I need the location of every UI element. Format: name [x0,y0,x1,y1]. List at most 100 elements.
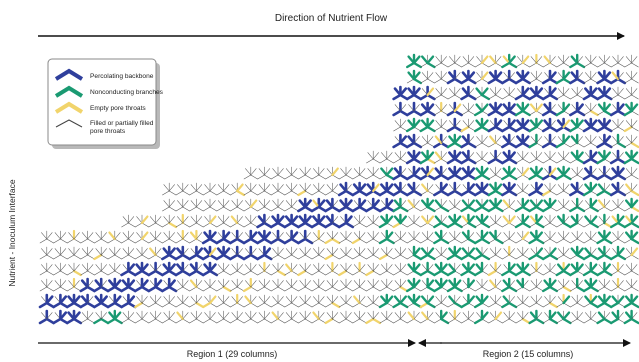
filled-pore-throat [598,216,605,224]
filled-pore-throat [217,200,224,208]
filled-pore-throat [563,56,570,64]
branch-segment [603,301,613,309]
backbone-segment [514,93,525,101]
branch-segment [448,279,456,289]
filled-pore-throat [277,312,284,320]
branch-segment [589,253,599,261]
branch-segment [543,199,552,209]
empty-pore-throat [208,247,217,257]
filled-pore-throat [413,216,420,224]
backbone-segment [507,103,516,113]
branch-segment [399,215,407,225]
branch-segment [434,215,443,225]
filled-pore-throat [366,254,374,260]
filled-pore-throat [617,56,624,64]
backbone-segment [426,103,435,113]
filled-pore-throat [291,174,299,180]
empty-pore-throat [542,189,552,197]
filled-pore-throat [570,142,578,148]
filled-pore-throat [250,280,257,288]
filled-pore-throat [202,190,211,196]
filled-pore-throat [440,126,449,132]
branch-segment [576,61,586,69]
branch-segment [562,269,572,277]
filled-pore-throat [250,312,257,320]
branch-segment [480,119,489,129]
filled-pore-throat [87,318,95,324]
filled-pore-throat [66,238,75,244]
branch-segment [474,301,484,309]
branch-segment [426,247,435,257]
filled-pore-throat [80,318,88,324]
filled-pore-throat [264,318,272,324]
filled-pore-throat [311,318,320,324]
filled-pore-throat [352,222,360,228]
branch-segment [535,167,543,177]
filled-pore-throat [576,222,585,228]
backbone-segment [616,189,627,197]
filled-pore-throat [155,238,163,244]
filled-pore-throat [400,184,407,192]
filled-pore-throat [544,168,551,176]
filled-pore-throat [182,238,190,244]
filled-pore-throat [454,56,461,64]
filled-pore-throat [100,238,109,244]
filled-pore-throat [264,280,271,288]
branch-segment [597,295,606,305]
branch-segment [446,141,456,149]
backbone-segment [86,301,96,309]
backbone-segment [434,167,443,177]
filled-pore-throat [381,232,388,240]
filled-pore-throat [454,270,462,276]
filled-pore-throat [488,222,496,228]
filled-pore-throat [190,248,197,256]
filled-pore-throat [583,238,592,244]
filled-pore-throat [100,248,107,256]
filled-pore-throat [563,158,571,164]
filled-pore-throat [549,62,558,68]
filled-pore-throat [189,222,197,228]
flow-direction: Direction of Nutrient Flow [38,13,625,40]
branch-segment [501,285,511,293]
filled-pore-throat [631,126,639,132]
filled-pore-throat [495,280,502,288]
backbone-segment [461,71,470,81]
branch-segment [625,199,633,209]
filled-pore-throat [264,174,272,180]
filled-pore-throat [530,184,537,192]
filled-pore-throat [366,302,374,308]
branch-segment [460,301,470,309]
filled-pore-throat [617,200,624,208]
filled-pore-throat [298,174,306,180]
filled-pore-throat [386,286,394,292]
filled-pore-throat [304,270,313,276]
filled-pore-throat [270,254,279,260]
branch-segment [419,125,429,133]
filled-pore-throat [434,318,442,324]
filled-pore-throat [155,248,162,256]
branch-segment [529,119,538,129]
branch-segment [516,103,524,113]
filled-pore-throat [155,254,163,260]
filled-pore-throat [536,302,544,308]
filled-pore-throat [100,280,107,288]
filled-pore-throat [291,296,298,304]
branch-segment [385,231,394,241]
filled-pore-throat [604,200,611,208]
filled-pore-throat [190,312,197,320]
filled-pore-throat [590,312,597,320]
branch-segment [603,103,611,113]
branch-segment [596,253,606,261]
branch-segment [535,247,543,257]
filled-pore-throat [204,312,211,320]
filled-pore-throat [196,280,203,288]
filled-pore-throat [340,232,347,240]
branch-segment [440,237,450,245]
backbone-segment [507,151,516,161]
filled-pore-throat [264,270,272,276]
filled-pore-throat [421,264,428,272]
filled-pore-throat [60,264,67,272]
branch-segment [426,285,436,293]
filled-pore-throat [604,158,612,164]
filled-pore-throat [489,248,496,256]
